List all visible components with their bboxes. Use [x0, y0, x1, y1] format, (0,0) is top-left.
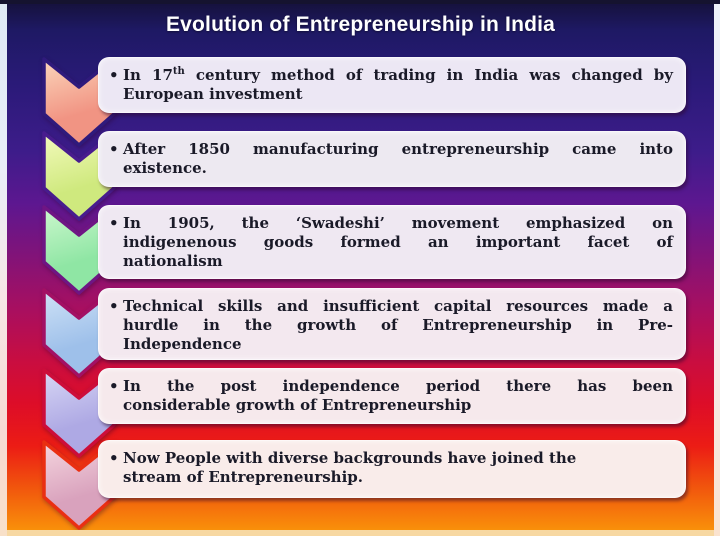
text-box: • After 1850 manufacturing entrepreneurs… — [98, 131, 686, 187]
text-box: • Now People with diverse backgrounds ha… — [98, 440, 686, 498]
text-line: existence. — [123, 159, 207, 177]
chevron-down-icon — [42, 368, 116, 458]
text-line: In 17th century method of trading in Ind… — [123, 66, 673, 84]
chevron-down-icon — [42, 57, 116, 147]
frame-right-strip — [714, 4, 720, 536]
text-line: Independence — [123, 335, 242, 353]
bullet-marker: • — [109, 449, 119, 467]
text-lines: After 1850 manufacturing entrepreneurshi… — [123, 140, 673, 178]
text-line: In the post independence period there ha… — [123, 377, 673, 395]
text-line: Technical skills and insufficient capita… — [123, 297, 673, 315]
text-box: • In 1905, the ‘Swadeshi’ movement empha… — [98, 205, 686, 279]
chevron-down-icon — [42, 131, 116, 221]
bullet-marker: • — [109, 66, 119, 84]
frame-top-strip — [0, 0, 720, 4]
text-lines: In 17th century method of trading in Ind… — [123, 66, 673, 104]
slide-title: Evolution of Entrepreneurship in India — [165, 13, 556, 36]
text-lines: In the post independence period there ha… — [123, 377, 673, 415]
frame-bottom-strip — [7, 530, 714, 536]
text-line: After 1850 manufacturing entrepreneurshi… — [123, 140, 673, 158]
text-box: • In 17th century method of trading in I… — [98, 57, 686, 113]
text-lines: Now People with diverse backgrounds have… — [123, 449, 673, 487]
text-line: hurdle in the growth of Entrepreneurship… — [123, 316, 673, 334]
text-lines: In 1905, the ‘Swadeshi’ movement emphasi… — [123, 214, 673, 271]
bullet-marker: • — [109, 377, 119, 395]
text-line: nationalism — [123, 252, 223, 270]
bullet-marker: • — [109, 297, 119, 315]
text-line: European investment — [123, 85, 303, 103]
text-box: • Technical skills and insufficient capi… — [98, 288, 686, 360]
frame-left-strip — [0, 4, 7, 536]
text-lines: Technical skills and insufficient capita… — [123, 297, 673, 354]
text-line: indigenenous goods formed an important f… — [123, 233, 673, 251]
slide-canvas: Evolution of Entrepreneurship in India •… — [7, 4, 714, 530]
text-box: • In the post independence period there … — [98, 368, 686, 424]
text-line: In 1905, the ‘Swadeshi’ movement emphasi… — [123, 214, 673, 232]
text-line: Now People with diverse backgrounds have… — [123, 449, 577, 467]
text-line: stream of Entrepreneurship. — [123, 468, 363, 486]
bullet-marker: • — [109, 140, 119, 158]
bullet-marker: • — [109, 214, 119, 232]
text-line: considerable growth of Entrepreneurship — [123, 396, 472, 414]
